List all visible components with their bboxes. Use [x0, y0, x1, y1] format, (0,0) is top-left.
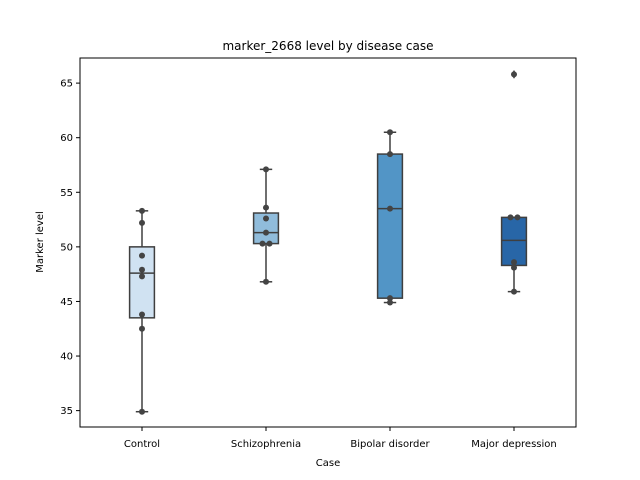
- data-point: [139, 252, 145, 259]
- data-point: [263, 204, 269, 211]
- data-point: [259, 240, 266, 247]
- box-3: [500, 70, 528, 293]
- data-point: [266, 240, 273, 247]
- y-tick-label: 50: [60, 242, 73, 253]
- data-point: [511, 288, 517, 295]
- y-tick-label: 55: [60, 188, 73, 199]
- y-axis: 35 40 45 50 55 60 65: [60, 79, 80, 417]
- box-iqr: [500, 216, 528, 267]
- y-axis-label: Marker level: [35, 211, 46, 273]
- y-tick-label: 40: [60, 352, 73, 363]
- y-tick-label: 35: [60, 406, 73, 417]
- x-tick-label: Bipolar disorder: [350, 439, 430, 450]
- x-axis-label: Case: [316, 458, 340, 469]
- x-tick-label: Major depression: [471, 439, 557, 450]
- y-tick-label: 45: [60, 297, 73, 308]
- box-0: [128, 210, 156, 413]
- data-point: [387, 295, 393, 302]
- box-1: [252, 168, 280, 283]
- y-tick-label: 65: [60, 79, 73, 90]
- point-series: [139, 71, 521, 415]
- data-point: [263, 278, 269, 285]
- data-point: [139, 325, 145, 332]
- box-2: [376, 131, 404, 304]
- data-point: [139, 273, 145, 280]
- box-iqr: [376, 153, 404, 299]
- data-point: [511, 264, 517, 271]
- x-tick-label: Schizophrenia: [231, 439, 301, 450]
- data-point: [387, 151, 393, 158]
- data-point: [139, 207, 145, 214]
- data-point: [139, 266, 145, 273]
- plot-area: [79, 57, 577, 428]
- data-point: [263, 215, 269, 222]
- y-tick-label: 60: [60, 133, 73, 144]
- box-series: [128, 70, 528, 413]
- box-iqr: [128, 246, 156, 319]
- data-point: [387, 205, 393, 212]
- x-axis: Control Schizophrenia Bipolar disorder Majo…: [124, 427, 557, 450]
- data-point: [263, 166, 269, 173]
- data-point: [139, 311, 145, 318]
- data-point: [387, 299, 393, 306]
- data-point: [507, 214, 514, 221]
- data-point: [514, 214, 521, 221]
- data-point: [511, 71, 517, 78]
- data-point: [139, 219, 145, 226]
- x-tick-label: Control: [124, 439, 160, 450]
- data-point: [139, 408, 145, 415]
- data-point: [263, 229, 269, 236]
- chart-title: marker_2668 level by disease case: [222, 39, 433, 53]
- data-point: [511, 259, 517, 266]
- data-point: [387, 129, 393, 136]
